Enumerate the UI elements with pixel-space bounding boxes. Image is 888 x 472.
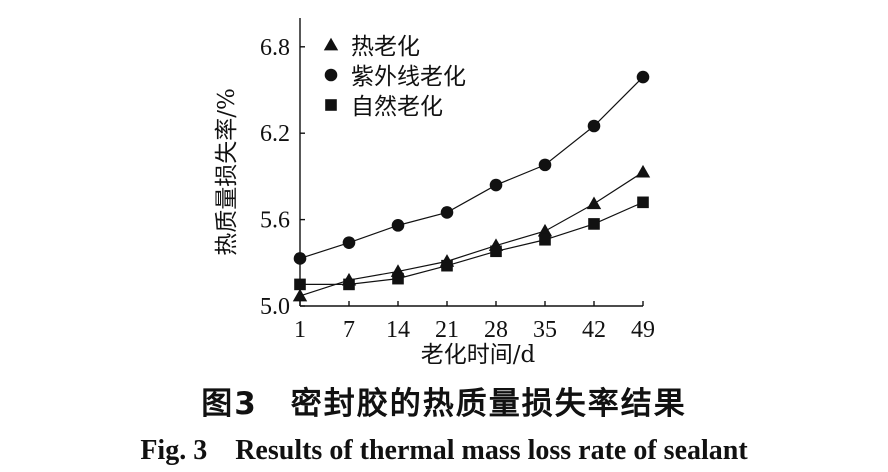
series-line-2 — [299, 76, 644, 260]
series-lines — [299, 76, 644, 297]
x-tick-label-42: 42 — [582, 317, 606, 343]
series-3-point-42 — [588, 218, 600, 230]
series-1-point-1 — [292, 288, 308, 302]
series-1-point-35 — [537, 223, 553, 237]
figure-caption-english: Fig. 3 Results of thermal mass loss rate… — [140, 435, 748, 466]
series-3-point-7 — [343, 278, 355, 291]
series-3-point-35 — [539, 233, 551, 246]
series-2-point-42 — [587, 119, 601, 133]
x-tick-label-1: 1 — [294, 317, 306, 343]
series-3-point-49 — [637, 196, 649, 209]
x-tick-label-7: 7 — [343, 317, 355, 343]
x-tick-label-49: 49 — [631, 317, 655, 343]
y-tick-label-6.2: 6.2 — [260, 121, 290, 147]
series-3-point-28 — [490, 245, 502, 258]
x-tick-label-28: 28 — [484, 317, 508, 343]
series-2-point-21 — [440, 206, 454, 219]
series-1-point-42 — [586, 196, 602, 210]
tick-labels: 1 7 14 21 28 35 42 49 5.0 5.6 6.2 6.8 — [260, 35, 655, 343]
series-2-point-28 — [489, 178, 503, 192]
legend-marker-3 — [325, 99, 337, 111]
legend-label-1: 热老化 — [351, 34, 420, 60]
series-2-point-49 — [636, 70, 650, 84]
x-tick-label-21: 21 — [435, 317, 459, 343]
series-2-point-1 — [293, 252, 307, 265]
series-3-point-1 — [294, 278, 306, 291]
legend-label-3: 自然老化 — [351, 94, 443, 120]
y-tick-label-6.8: 6.8 — [260, 35, 290, 61]
y-axis-title: 热质量损失率/% — [214, 88, 240, 256]
legend-marker-2 — [324, 68, 338, 82]
x-axis-title: 老化时间/d — [421, 342, 536, 368]
x-tick-label-14: 14 — [386, 317, 410, 343]
markers — [292, 70, 651, 302]
series-line-3 — [300, 201, 644, 285]
y-tick-label-5.6: 5.6 — [260, 208, 290, 234]
series-2-point-14 — [391, 219, 405, 232]
x-tick-label-35: 35 — [533, 317, 557, 343]
figure-caption-chinese: 图3 密封胶的热质量损失率结果 — [201, 386, 687, 422]
chart: 1 7 14 21 28 35 42 495.05.66.26.8 热老化紫外线老化自然老化 … — [214, 18, 655, 368]
legend-label-2: 紫外线老化 — [351, 64, 466, 90]
y-tick-label-5.0: 5.0 — [260, 294, 290, 320]
series-2-point-7 — [342, 236, 356, 249]
series-3-point-14 — [392, 272, 404, 285]
series-line-1 — [299, 171, 644, 297]
axes — [299, 18, 644, 307]
series-2-point-35 — [538, 158, 552, 172]
legend-marker-1 — [323, 37, 339, 51]
series-1-point-49 — [635, 164, 651, 178]
series-3-point-21 — [441, 259, 453, 272]
